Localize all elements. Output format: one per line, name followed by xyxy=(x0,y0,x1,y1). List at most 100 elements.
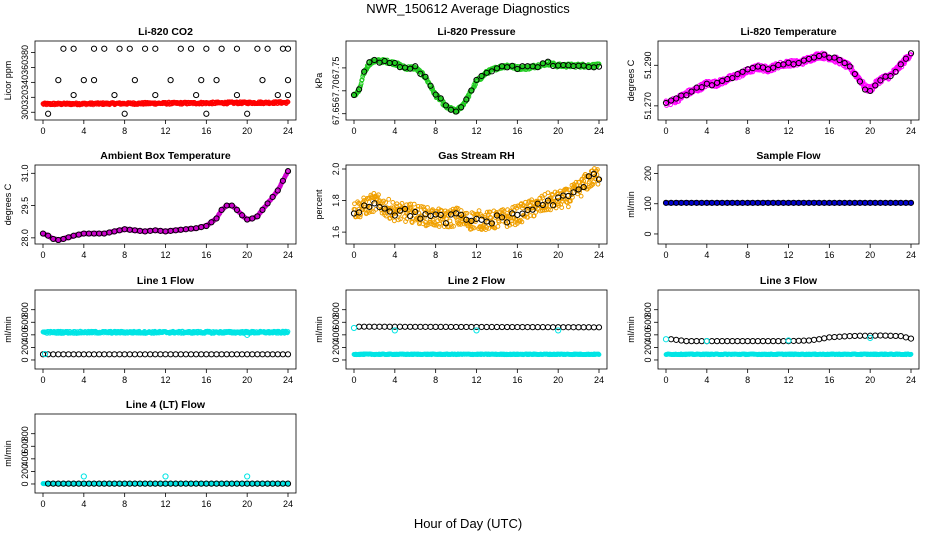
y-tick-label: 400 xyxy=(20,327,30,342)
series-line1-black xyxy=(39,351,292,358)
data-point xyxy=(480,223,486,229)
data-point xyxy=(795,59,802,67)
data-point xyxy=(213,77,220,84)
data-point xyxy=(759,338,767,345)
data-point xyxy=(523,204,529,210)
data-point xyxy=(381,323,388,330)
data-point xyxy=(734,338,741,345)
x-tick-label: 4 xyxy=(704,126,709,136)
data-point xyxy=(350,91,358,99)
plot-area xyxy=(39,168,292,243)
data-point xyxy=(269,351,276,358)
data-point xyxy=(549,324,557,331)
data-point xyxy=(708,338,716,345)
data-point xyxy=(412,63,419,70)
data-point xyxy=(411,201,417,207)
data-point xyxy=(203,45,210,52)
data-point xyxy=(493,212,501,219)
data-point xyxy=(580,324,587,331)
data-point xyxy=(218,45,225,52)
series-sample-flow-avg xyxy=(662,199,915,206)
data-point xyxy=(595,176,603,183)
data-point xyxy=(284,351,292,358)
y-axis-label: degrees C xyxy=(626,59,636,101)
data-point xyxy=(432,323,439,330)
data-point xyxy=(111,351,118,358)
data-point xyxy=(887,332,894,339)
y-tick-label: 67.65 xyxy=(331,102,341,125)
data-point xyxy=(441,224,447,229)
data-point xyxy=(805,337,813,344)
x-tick-label: 24 xyxy=(594,126,604,136)
y-axis-label: ml/min xyxy=(626,191,636,218)
y-tick-label: 0 xyxy=(643,231,653,236)
y-tick-label: 320 xyxy=(20,90,30,105)
y-tick-label: 400 xyxy=(20,451,30,466)
data-point xyxy=(514,65,521,73)
x-tick-label: 0 xyxy=(351,375,356,385)
data-point xyxy=(414,215,420,221)
series-line2-black xyxy=(356,323,603,331)
x-tick-label: 20 xyxy=(242,499,252,509)
data-point xyxy=(451,223,456,229)
data-point xyxy=(70,351,77,358)
y-axis-label: Licor ppm xyxy=(3,61,13,101)
x-tick-label: 24 xyxy=(906,126,916,136)
data-point xyxy=(233,91,241,99)
y-tick-label: 800 xyxy=(20,302,30,317)
x-tick-label: 8 xyxy=(433,375,438,385)
x-tick-label: 0 xyxy=(40,250,45,260)
data-point xyxy=(259,77,266,84)
data-point xyxy=(887,73,894,80)
data-point xyxy=(437,211,444,219)
data-point xyxy=(131,351,138,358)
data-point xyxy=(259,206,266,213)
data-point xyxy=(548,207,553,213)
data-point xyxy=(437,323,444,330)
data-point xyxy=(851,332,858,340)
data-point xyxy=(213,351,220,358)
data-point xyxy=(478,72,485,80)
x-tick-label: 8 xyxy=(122,126,127,136)
data-point xyxy=(264,351,271,358)
data-point xyxy=(182,351,190,358)
x-tick-label: 8 xyxy=(433,126,438,136)
data-point xyxy=(447,323,455,331)
x-tick-label: 12 xyxy=(160,375,170,385)
data-point xyxy=(456,221,462,227)
data-point xyxy=(570,189,577,196)
data-point xyxy=(274,187,281,194)
y-tick-label: 600 xyxy=(643,315,653,330)
x-tick-label: 8 xyxy=(433,250,438,260)
data-point xyxy=(284,91,292,99)
panel-title: Li-820 CO2 xyxy=(138,26,193,38)
data-point xyxy=(407,323,414,330)
data-point xyxy=(688,88,695,95)
data-point xyxy=(673,336,680,343)
data-point xyxy=(218,206,225,213)
data-point xyxy=(795,337,802,344)
y-tick-label: 0 xyxy=(20,357,30,362)
figure-title: NWR_150612 Average Diagnostics xyxy=(366,1,570,16)
data-point xyxy=(264,45,271,52)
data-point xyxy=(427,323,434,330)
data-point xyxy=(580,181,586,187)
y-tick-label: 51.270 xyxy=(643,92,653,120)
x-tick-label: 8 xyxy=(745,126,750,136)
data-point xyxy=(478,216,485,223)
data-point xyxy=(908,351,914,357)
data-point xyxy=(425,205,430,210)
x-tick-label: 4 xyxy=(704,250,709,260)
data-point xyxy=(498,214,506,221)
x-tick-label: 12 xyxy=(471,375,481,385)
data-point xyxy=(203,351,210,358)
data-point xyxy=(734,71,741,78)
data-point xyxy=(464,210,470,216)
data-point xyxy=(539,324,546,331)
data-point xyxy=(177,45,184,52)
data-point xyxy=(483,323,490,331)
data-point xyxy=(831,54,838,61)
x-tick-label: 20 xyxy=(865,126,875,136)
